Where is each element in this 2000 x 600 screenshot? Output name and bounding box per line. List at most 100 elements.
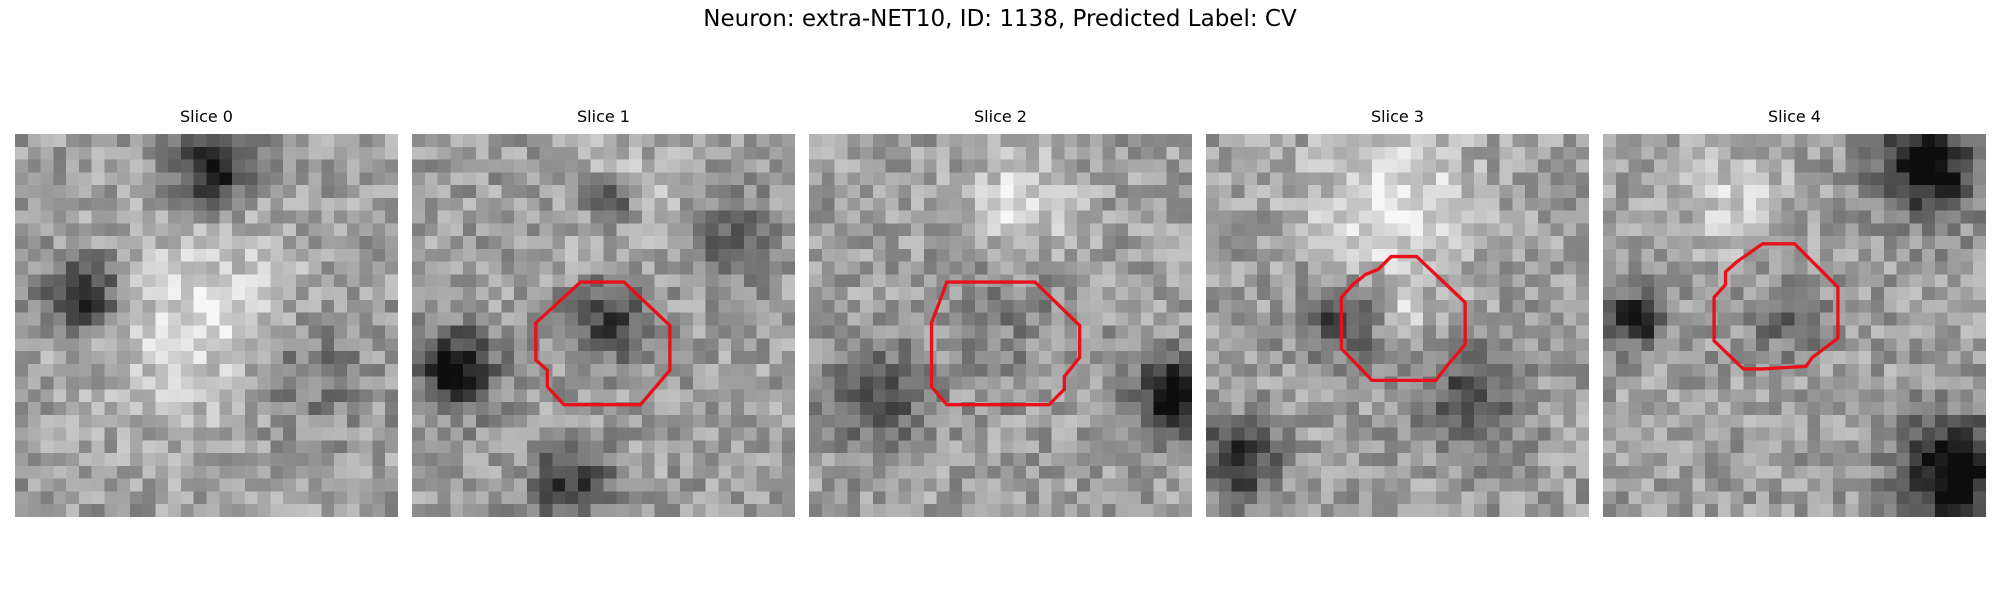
pixel	[308, 299, 322, 313]
pixel	[1231, 389, 1245, 403]
pixel	[577, 389, 591, 403]
pixel	[1960, 261, 1974, 275]
pixel	[1871, 465, 1884, 479]
pixel	[193, 465, 207, 479]
pixel	[860, 223, 873, 237]
pixel	[1435, 325, 1449, 339]
pixel	[1947, 312, 1961, 326]
pixel	[1179, 427, 1192, 441]
pixel	[40, 248, 54, 262]
pixel	[1654, 185, 1667, 198]
pixel	[565, 159, 578, 173]
pixel	[962, 414, 975, 428]
pixel	[488, 389, 502, 403]
pixel	[705, 440, 719, 454]
pixel	[1883, 248, 1897, 262]
pixel	[1499, 146, 1513, 160]
pixel	[91, 185, 105, 198]
pixel	[475, 134, 489, 147]
pixel	[1654, 248, 1667, 262]
pixel	[270, 287, 284, 300]
pixel	[1448, 427, 1462, 441]
pixel	[1947, 478, 1961, 492]
pixel	[1576, 236, 1589, 249]
pixel	[936, 351, 950, 364]
pixel	[1615, 478, 1629, 492]
pixel	[654, 427, 668, 441]
pixel	[860, 159, 873, 173]
pixel	[987, 146, 1001, 160]
pixel	[206, 287, 220, 300]
pixel	[1794, 287, 1808, 300]
pixel	[1486, 223, 1500, 237]
pixel	[283, 491, 296, 505]
pixel	[872, 427, 886, 441]
pixel	[1730, 159, 1744, 173]
pixel	[1973, 223, 1986, 237]
pixel	[860, 299, 873, 313]
pixel	[168, 389, 181, 403]
pixel	[514, 440, 527, 454]
pixel	[1257, 134, 1270, 147]
pixel	[1768, 299, 1782, 313]
pixel	[1038, 172, 1052, 186]
pixel	[321, 338, 335, 352]
pixel	[731, 159, 744, 173]
pixel	[1666, 402, 1680, 415]
pixel	[1550, 210, 1564, 224]
pixel	[1666, 389, 1680, 403]
pixel	[1909, 325, 1923, 339]
pixel	[117, 427, 130, 441]
pixel	[1308, 134, 1321, 147]
pixel	[308, 312, 322, 326]
pixel	[1038, 210, 1052, 224]
pixel	[1820, 491, 1833, 505]
pixel	[1140, 440, 1154, 454]
pixel	[680, 312, 693, 326]
pixel	[1282, 465, 1296, 479]
pixel	[1179, 465, 1192, 479]
pixel	[577, 299, 591, 313]
pixel	[1308, 351, 1321, 364]
pixel	[860, 389, 873, 403]
pixel	[987, 504, 1001, 517]
pixel	[488, 465, 502, 479]
pixel	[1947, 465, 1961, 479]
pixel	[654, 274, 668, 288]
pixel	[1934, 504, 1948, 517]
pixel	[193, 236, 207, 249]
pixel	[616, 172, 630, 186]
pixel	[1525, 414, 1538, 428]
pixel	[1832, 491, 1846, 505]
pixel	[1153, 261, 1167, 275]
pixel	[590, 363, 604, 377]
pixel	[1794, 504, 1808, 517]
pixel	[526, 504, 540, 517]
pixel	[1359, 414, 1372, 428]
pixel	[1026, 376, 1039, 390]
pixel	[1947, 491, 1961, 505]
pixel	[1206, 197, 1219, 211]
pixel	[91, 402, 105, 415]
pixel	[1269, 440, 1283, 454]
pixel	[129, 491, 143, 505]
pixel	[1423, 427, 1436, 441]
pixel	[385, 146, 398, 160]
pixel	[1820, 376, 1833, 390]
pixel	[1641, 197, 1655, 211]
pixel	[40, 338, 54, 352]
pixel	[1603, 478, 1616, 492]
pixel	[1922, 338, 1935, 352]
pixel	[104, 248, 118, 262]
pixel	[1794, 440, 1808, 454]
pixel	[27, 236, 41, 249]
pixel	[885, 312, 899, 326]
pixel	[232, 453, 245, 466]
pixel	[1973, 440, 1986, 454]
pixel	[1563, 338, 1577, 352]
pixel	[104, 389, 118, 403]
pixel	[1269, 223, 1283, 237]
pixel	[283, 287, 296, 300]
pixel	[1654, 312, 1667, 326]
pixel	[1026, 134, 1039, 147]
